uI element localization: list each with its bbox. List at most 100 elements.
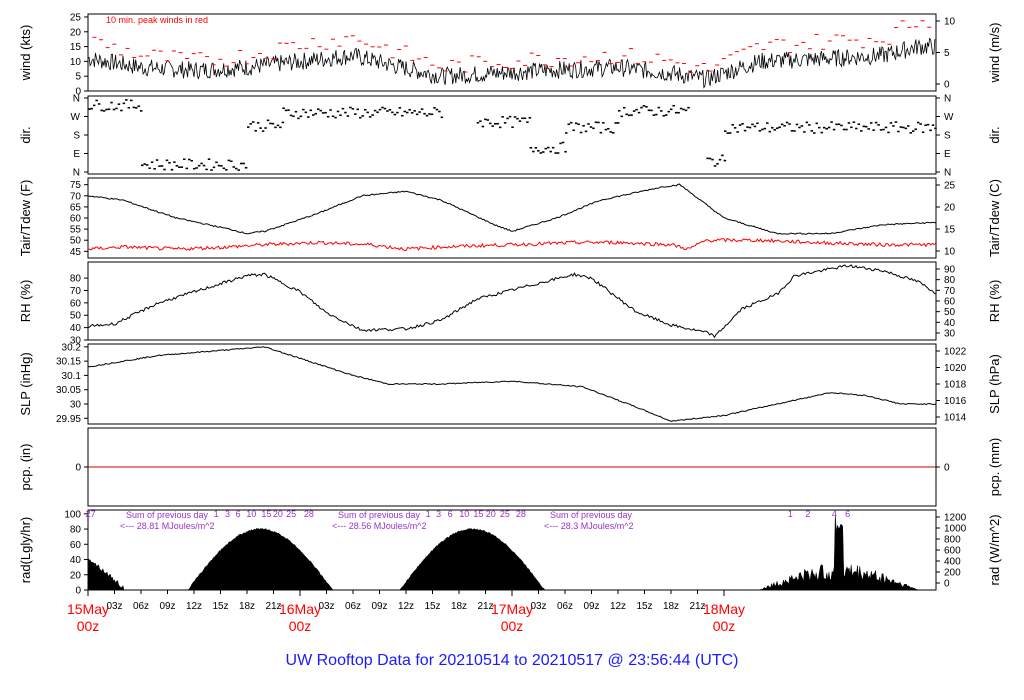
- x-day-time: 00z: [501, 618, 524, 634]
- wind-ytick-label: 25: [70, 12, 82, 23]
- rh-ytick-right-label: 90: [944, 265, 956, 276]
- rad-summary-title: Sum of previous day: [550, 510, 633, 520]
- x-tick-label: 21z: [265, 601, 281, 612]
- slp-ylabel-right: SLP (hPa): [987, 354, 1002, 414]
- temp-ytick-label: 60: [70, 214, 82, 225]
- wind-annotation: 10 min. peak winds in red: [106, 15, 208, 25]
- dir-tick-label-right: E: [944, 149, 951, 160]
- wind-ytick-label: 5: [75, 72, 81, 83]
- rh-ylabel-right: RH (%): [987, 280, 1002, 323]
- wind-ytick-label: 20: [70, 27, 82, 38]
- rh-line-RH: [87, 264, 936, 339]
- rad-hour-label: 15: [261, 509, 271, 519]
- rh-ytick-right-label: 30: [944, 329, 956, 340]
- temp-ytick-label: 55: [70, 225, 82, 236]
- rh-ytick-label: 50: [70, 311, 82, 322]
- x-tick-label: 15z: [424, 601, 440, 612]
- rad-hour-label: 6: [845, 509, 850, 519]
- temp-ytick-right-label: 15: [944, 225, 956, 236]
- x-day-label: 17May: [491, 601, 533, 617]
- temp-ytick-right-label: 25: [944, 181, 956, 192]
- slp-frame: [87, 343, 937, 425]
- dir-tick-label: E: [73, 149, 80, 160]
- rad-ytick-right-label: 600: [944, 546, 961, 557]
- rh-ytick-label: 70: [70, 286, 82, 297]
- dir-tick-label: W: [71, 112, 81, 123]
- rh-ytick-right-label: 60: [944, 297, 956, 308]
- slp-ylabel: SLP (inHg): [18, 352, 33, 415]
- slp-ytick-label: 30.1: [62, 371, 82, 382]
- x-tick-label: 12z: [610, 601, 626, 612]
- rad-hour-label: 2: [805, 509, 810, 519]
- rad-hour-label: 20: [486, 509, 496, 519]
- rad-hour-label: 15: [473, 509, 483, 519]
- pcp-ylabel: pcp. (in): [18, 444, 33, 491]
- x-day-time: 00z: [713, 618, 736, 634]
- wind-ytick-label: 15: [70, 42, 82, 53]
- wind-ytick-right-label: 10: [944, 17, 956, 28]
- dir-tick-label: N: [73, 168, 80, 179]
- wind-ytick-right-label: 0: [944, 80, 950, 91]
- rad-hour-label: 25: [286, 509, 296, 519]
- temp-ytick-label: 50: [70, 236, 82, 247]
- rh-ytick-right-label: 40: [944, 318, 956, 329]
- rad-ylabel-right: rad (W/m^2): [987, 514, 1002, 585]
- slp-ytick-right-label: 1018: [944, 380, 967, 391]
- temp-line-Tdew: [87, 237, 936, 252]
- rad-hour-label: 3: [225, 509, 230, 519]
- x-tick-label: 03z: [318, 601, 334, 612]
- wind-ylabel-right: wind (m/s): [987, 23, 1002, 84]
- x-tick-label: 09z: [583, 601, 599, 612]
- rad-hour-label: 28: [516, 509, 526, 519]
- rad-ytick-right-label: 0: [944, 579, 950, 590]
- x-tick-label: 15z: [212, 601, 228, 612]
- temp-ylabel: Tair/Tdew (F): [18, 180, 33, 257]
- x-tick-label: 12z: [186, 601, 202, 612]
- rh-ytick-right-label: 80: [944, 275, 956, 286]
- slp-ytick-label: 30.2: [62, 342, 82, 353]
- x-tick-label: 09z: [371, 601, 387, 612]
- rad-hour-label: 3: [436, 509, 441, 519]
- rad-hour-label: 28: [304, 509, 314, 519]
- dir-tick-label-right: S: [944, 131, 951, 142]
- rad-ytick-right-label: 200: [944, 568, 961, 579]
- temp-ytick-label: 70: [70, 191, 82, 202]
- rad-summary-value: <--- 28.3 MJoules/m^2: [544, 521, 634, 531]
- rad-ytick-label: 60: [70, 540, 82, 551]
- slp-ytick-label: 30.15: [56, 357, 81, 368]
- panel-temp: Tair/Tdew (F) Tair/Tdew (C) 45505560657075…: [18, 177, 1002, 259]
- slp-ytick-right-label: 1014: [944, 413, 967, 424]
- panel-slp: SLP (inHg) SLP (hPa) 29.95 30 30.05 30.1 30.15…: [18, 342, 1002, 424]
- slp-ytick-label: 30.05: [56, 385, 81, 396]
- x-tick-label: 03z: [106, 601, 122, 612]
- rad-hour-label: 4: [832, 509, 837, 519]
- pcp-ylabel-right: pcp. (mm): [987, 438, 1002, 497]
- rh-ytick-label: 30: [70, 336, 82, 347]
- dir-ylabel: dir.: [18, 126, 33, 143]
- x-day-time: 00z: [77, 618, 100, 634]
- panel-rad: rad(Lgly/hr) rad (W/m^2)02040608010002004…: [18, 509, 1002, 597]
- rad-hour-label: 6: [448, 509, 453, 519]
- dir-tick-label-right: N: [944, 94, 951, 105]
- dir-tick-label: N: [73, 94, 80, 105]
- x-day-label: 16May: [279, 601, 321, 617]
- wind-ytick-label: 0: [75, 87, 81, 98]
- rad-ytick-label: 100: [64, 509, 81, 520]
- slp-ytick-right-label: 1022: [944, 347, 967, 358]
- x-tick-label: 06z: [133, 601, 149, 612]
- rad-hour-label: 25: [500, 509, 510, 519]
- rh-ytick-right-label: 70: [944, 286, 956, 297]
- rad-ytick-right-label: 1200: [944, 513, 967, 524]
- rh-ytick-label: 40: [70, 323, 82, 334]
- rad-summary-value: <--- 28.56 MJoules/m^2: [332, 521, 427, 531]
- rh-ytick-label: 60: [70, 298, 82, 309]
- rh-ylabel: RH (%): [18, 280, 33, 323]
- slp-ytick-right-label: 1020: [944, 363, 967, 374]
- x-day-label: 15May: [67, 601, 109, 617]
- x-tick-label: 06z: [557, 601, 573, 612]
- temp-ytick-label: 45: [70, 247, 82, 258]
- wind-ytick-right-label: 5: [944, 48, 950, 59]
- x-tick-label: 18z: [451, 601, 467, 612]
- rad-ytick-label: 80: [70, 525, 82, 536]
- slp-ytick-right-label: 1016: [944, 396, 967, 407]
